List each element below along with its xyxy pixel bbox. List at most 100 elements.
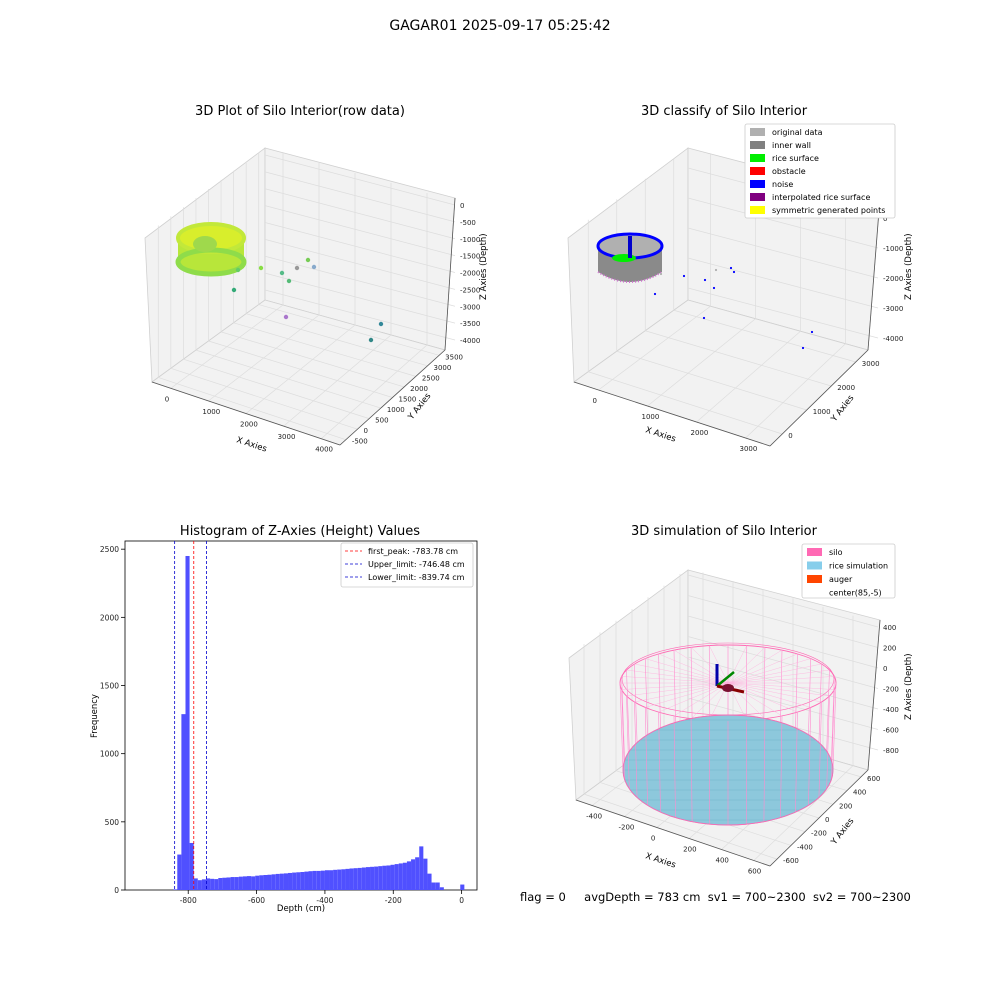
histogram-legend-label: Lower_limit: -839.74 cm <box>368 573 465 582</box>
simulation-auger <box>715 664 745 694</box>
simulation-zgrid-line <box>687 574 879 628</box>
histogram-bar <box>365 867 371 890</box>
classify-x-tick: 1000 <box>642 413 660 421</box>
histogram-bar <box>324 870 330 890</box>
classify-interp-surface <box>597 271 663 283</box>
histogram-legend: first_peak: -783.78 cm Upper_limit: -746.… <box>340 542 474 588</box>
histogram-x-tick-label: -800 <box>180 896 197 905</box>
simulation-legend-swatch <box>807 575 822 583</box>
auger-y-arrow <box>716 671 735 687</box>
status-line: flag = 0 avgDepth = 783 cm sv1 = 700~230… <box>520 890 911 904</box>
classify-z-axis-line <box>867 197 881 351</box>
raw-y-tick: 1500 <box>399 396 417 404</box>
histogram-bar <box>341 869 346 890</box>
histogram-bar <box>337 869 342 890</box>
silo-wall-line <box>690 647 693 719</box>
raw-ygrid-line <box>158 377 346 441</box>
classify-legend-label: symmetric generated points <box>772 206 885 215</box>
histogram-y-tick-label: 500 <box>105 818 120 827</box>
simulation-zgrid-line <box>687 595 879 648</box>
simulation-y-tick: 0 <box>825 816 829 824</box>
silo-wall-line <box>673 715 676 818</box>
raw-y-tick: 2000 <box>410 385 428 393</box>
raw-data-point <box>283 314 289 320</box>
histogram-x-tick-label: -200 <box>385 896 402 905</box>
raw-silo-points <box>175 222 247 277</box>
silo-roof-spoke <box>727 682 783 717</box>
silo-wall-line <box>708 645 711 716</box>
classify-data-point <box>682 274 686 278</box>
histogram-bar <box>222 877 227 890</box>
silo-roof-spoke <box>727 682 811 708</box>
classify-scatter <box>653 266 814 350</box>
histogram-bar <box>333 869 338 890</box>
simulation-legend-swatch <box>807 561 822 570</box>
silo-roof-spoke <box>727 682 798 713</box>
silo-wall-line <box>808 658 812 735</box>
classify-xgrid-line <box>696 330 801 423</box>
simulation-legend: silo rice simulation auger center(85,-5) <box>801 543 896 599</box>
raw-y-tick: 1000 <box>387 406 405 414</box>
histogram-legend-label: Upper_limit: -746.48 cm <box>368 560 465 569</box>
classify-z-tick: -4000 <box>883 335 903 343</box>
classify-legend-swatch <box>750 154 765 162</box>
flag-text: flag = 0 <box>520 890 566 904</box>
raw-y-tick: 3500 <box>445 353 463 361</box>
silo-wall-line <box>780 715 783 818</box>
avg-depth-text: avgDepth = 783 cm <box>584 890 701 904</box>
classify-x-tick: 0 <box>593 397 597 405</box>
simulation-z-tick: -800 <box>883 747 899 755</box>
histogram-title: Histogram of Z-Axies (Height) Values <box>179 524 421 539</box>
silo-wall-line <box>708 720 711 825</box>
classify-data-point <box>714 268 718 272</box>
histogram-bar <box>357 867 362 890</box>
classify-zgrid-line <box>687 227 879 279</box>
raw-data-point <box>231 287 237 293</box>
classify-data-point <box>702 316 706 320</box>
silo-wall-line <box>644 707 648 806</box>
histogram-bar <box>279 873 284 890</box>
classify-ticks: 0 1000 2000 3000 0 1000 2000 3000 0 -1000 -2000 -30… <box>593 215 904 453</box>
histogram-bar <box>370 866 375 890</box>
silo-wall-line <box>832 682 837 771</box>
raw-x-label: X Axies <box>235 435 268 454</box>
classify-y-tick: 0 <box>788 432 792 440</box>
raw-x-tick: 3000 <box>278 433 296 441</box>
silo-roof-spoke <box>727 669 830 684</box>
histogram-y-tick-label: 0 <box>114 886 119 895</box>
raw-data-point <box>258 265 264 271</box>
classify-y-label: Y Axies <box>829 393 857 425</box>
histogram-bar <box>238 876 243 890</box>
simulation-x-tick: 600 <box>748 868 761 876</box>
simulation-y-label: Y Axies <box>829 816 857 848</box>
silo-wall-line <box>626 669 630 752</box>
raw-z-tick: -1000 <box>460 236 480 244</box>
histogram-y-tick-label: 2500 <box>100 545 119 554</box>
classify-zgrid-line <box>687 287 879 339</box>
silo-wall-line <box>808 707 812 806</box>
histogram-y-tick-label: 1500 <box>100 682 119 691</box>
raw-x-tick: 2000 <box>240 421 258 429</box>
histogram-bar <box>205 878 211 890</box>
silo-wall-line <box>831 676 835 761</box>
histogram-bar <box>189 842 194 890</box>
simulation-silo-front-wall <box>619 682 835 826</box>
simulation-y-tick: 400 <box>853 789 866 797</box>
silo-roof-spoke <box>727 645 747 684</box>
histogram-bar <box>193 878 198 890</box>
histogram-x-label: Depth (cm) <box>277 904 325 914</box>
simulation-x-tick: -200 <box>619 824 635 832</box>
classify-z-tick: -3000 <box>883 305 903 313</box>
raw-ygrid-line <box>170 368 358 430</box>
classify-legend-label: noise <box>772 180 793 189</box>
histogram-bar <box>218 878 223 890</box>
raw-ygrid-line <box>183 358 370 419</box>
raw-z-tick: -1500 <box>460 253 480 261</box>
histogram-bar <box>398 863 403 890</box>
histogram-bar <box>423 858 428 890</box>
classify-data-point <box>659 272 663 276</box>
histogram-bar <box>308 871 313 890</box>
simulation-y-tick: 200 <box>839 802 852 810</box>
simulation-x-tick: 0 <box>651 835 655 843</box>
classify-legend-label: inner wall <box>772 141 811 150</box>
